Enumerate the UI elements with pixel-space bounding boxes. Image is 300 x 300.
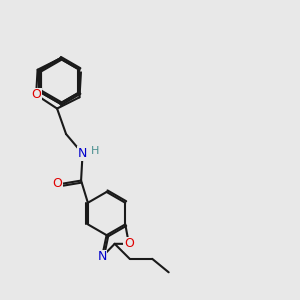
Text: N: N <box>78 147 87 160</box>
Text: H: H <box>91 146 99 156</box>
Text: O: O <box>31 88 41 101</box>
Text: N: N <box>98 250 107 263</box>
Text: O: O <box>124 237 134 250</box>
Text: O: O <box>53 177 63 190</box>
